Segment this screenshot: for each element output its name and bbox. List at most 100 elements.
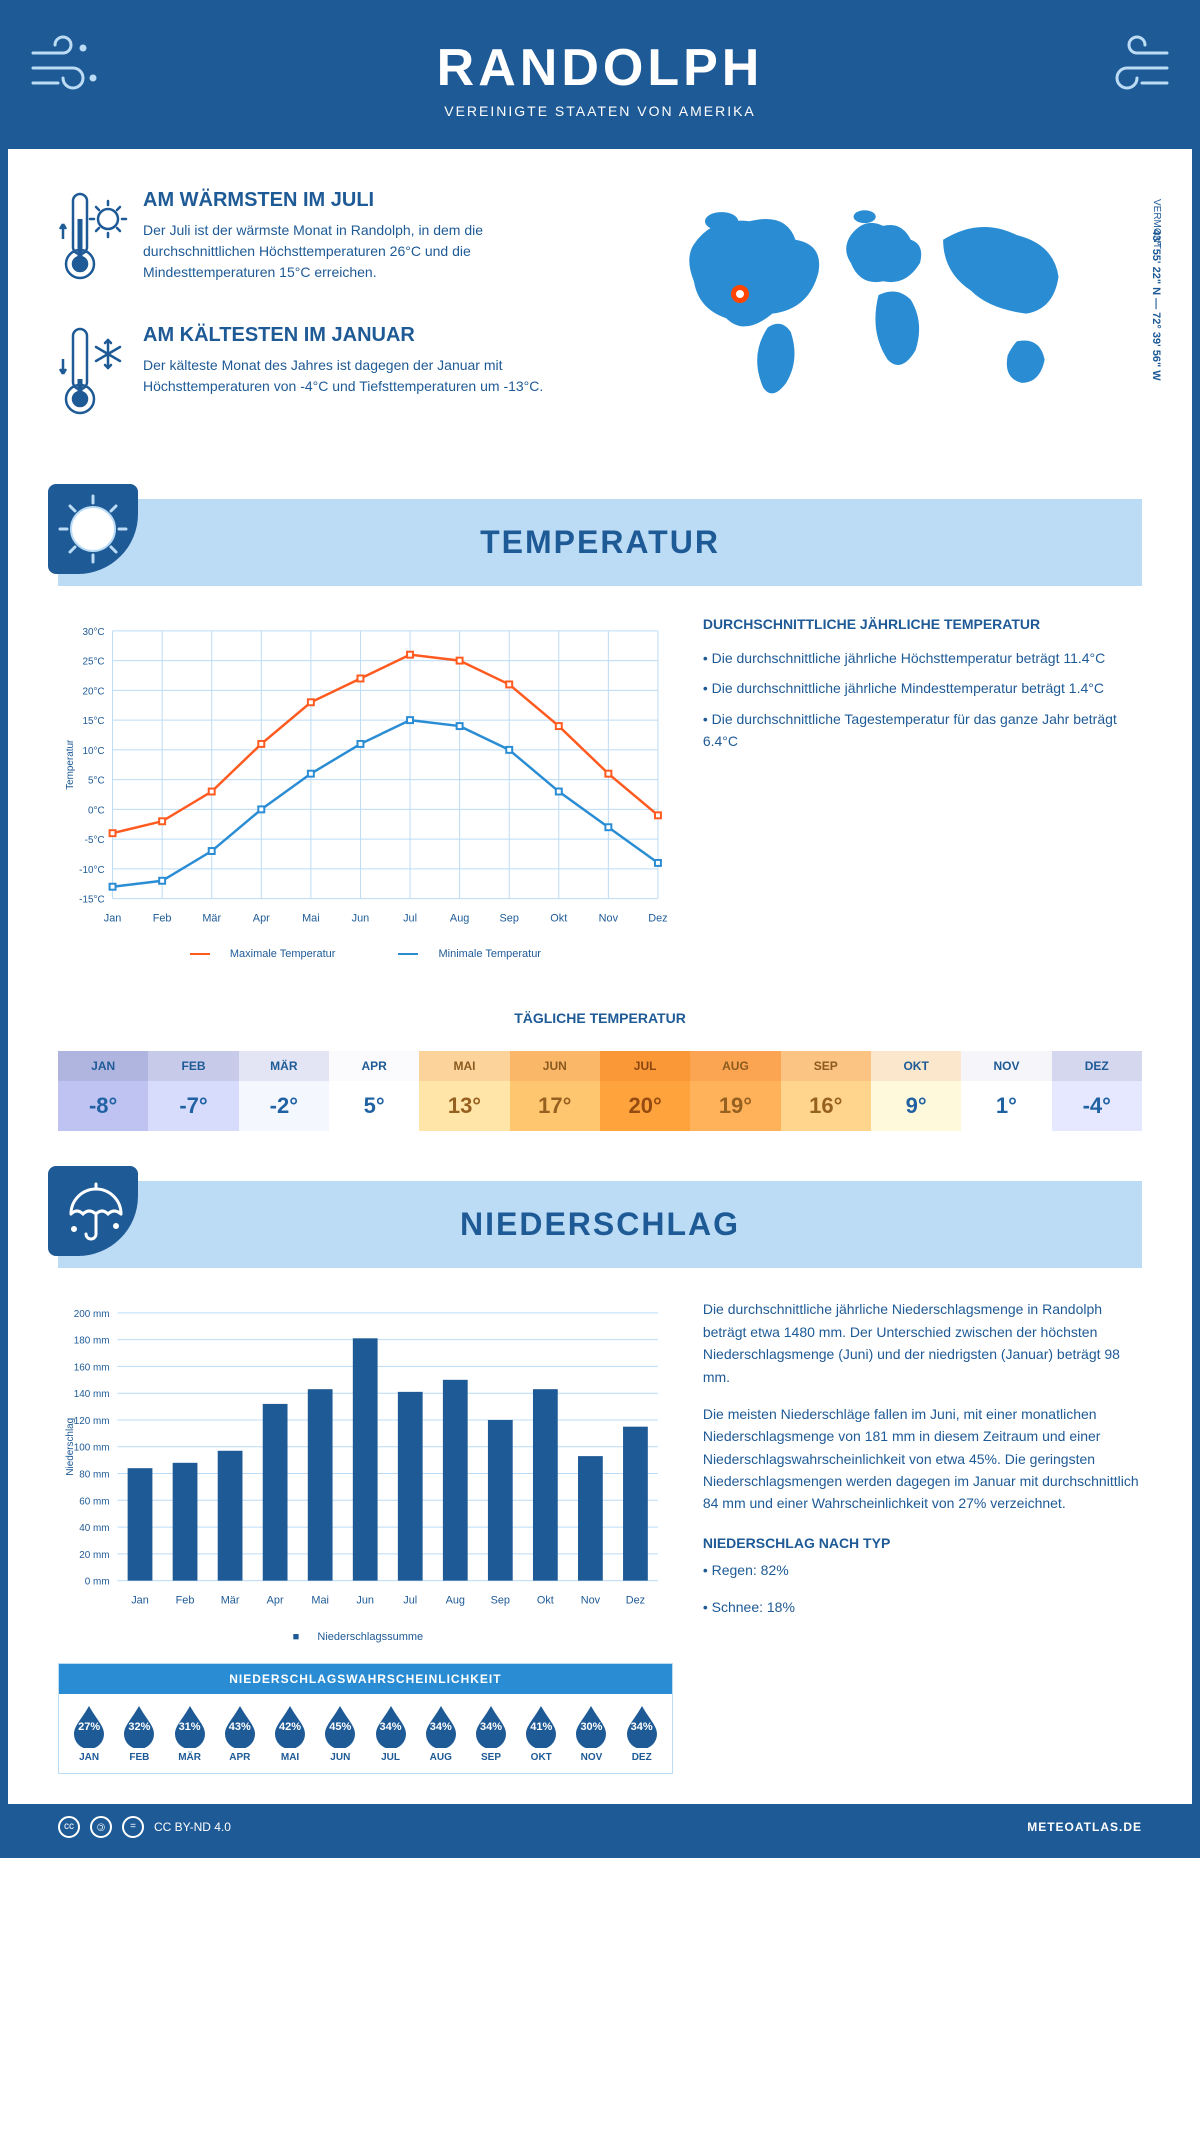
svg-text:-10°C: -10°C (79, 865, 104, 876)
section-header-temp: TEMPERATUR (58, 499, 1142, 586)
svg-text:10°C: 10°C (82, 746, 104, 757)
header: RANDOLPH VEREINIGTE STAATEN VON AMERIKA (8, 8, 1192, 149)
precipitation-summary: Die durchschnittliche jährliche Niedersc… (703, 1298, 1142, 1773)
page-title: RANDOLPH (28, 38, 1172, 98)
intro-section: AM WÄRMSTEN IM JULI Der Juli ist der wär… (8, 149, 1192, 499)
summary-bullet: • Die durchschnittliche jährliche Höchst… (703, 647, 1142, 669)
svg-text:Mär: Mär (202, 912, 221, 924)
summary-bullet: • Regen: 82% (703, 1559, 1142, 1581)
daily-temp-grid: JAN-8°FEB-7°MÄR-2°APR5°MAI13°JUN17°JUL20… (58, 1041, 1142, 1141)
daily-temp-cell: SEP16° (781, 1041, 871, 1141)
daily-temp-cell: FEB-7° (148, 1041, 238, 1141)
svg-text:120 mm: 120 mm (74, 1416, 110, 1427)
svg-text:20 mm: 20 mm (79, 1550, 109, 1561)
precipitation-chart: 0 mm20 mm40 mm60 mm80 mm100 mm120 mm140 … (58, 1298, 673, 1642)
daily-temp-cell: JUL20° (600, 1041, 690, 1141)
daily-temp-cell: OKT9° (871, 1041, 961, 1141)
svg-text:Apr: Apr (253, 912, 270, 924)
umbrella-icon (48, 1166, 138, 1256)
thermometer-cold-icon (58, 324, 128, 424)
section-title: TEMPERATUR (480, 524, 720, 560)
warmest-text: Der Juli ist der wärmste Monat in Randol… (143, 220, 585, 283)
prob-cell: 45%JUN (315, 1704, 365, 1763)
wind-icon (28, 33, 108, 93)
daily-temp-cell: MAI13° (419, 1041, 509, 1141)
svg-text:-15°C: -15°C (79, 895, 104, 906)
svg-text:Jun: Jun (352, 912, 370, 924)
prob-cell: 34%SEP (466, 1704, 516, 1763)
svg-text:0°C: 0°C (88, 805, 105, 816)
svg-text:0 mm: 0 mm (85, 1577, 110, 1588)
svg-text:Feb: Feb (176, 1595, 195, 1607)
prob-cell: 30%NOV (566, 1704, 616, 1763)
svg-text:Sep: Sep (491, 1595, 510, 1607)
svg-text:Niederschlag: Niederschlag (65, 1418, 76, 1476)
daily-temp-cell: AUG19° (690, 1041, 780, 1141)
daily-temp-cell: JAN-8° (58, 1041, 148, 1141)
svg-text:5°C: 5°C (88, 776, 105, 787)
svg-text:200 mm: 200 mm (74, 1309, 110, 1320)
coldest-text: Der kälteste Monat des Jahres ist dagege… (143, 355, 585, 397)
warmest-block: AM WÄRMSTEN IM JULI Der Juli ist der wär… (58, 189, 585, 294)
site-name: METEOATLAS.DE (1027, 1820, 1142, 1834)
svg-text:Okt: Okt (550, 912, 567, 924)
prob-cell: 31%MÄR (164, 1704, 214, 1763)
svg-text:60 mm: 60 mm (79, 1497, 109, 1508)
svg-text:25°C: 25°C (82, 657, 104, 668)
svg-text:Sep: Sep (500, 912, 519, 924)
cc-icon: cc (58, 1816, 80, 1838)
coordinates: 43° 55' 22" N — 72° 39' 56" W (1150, 229, 1162, 381)
summary-title: DURCHSCHNITTLICHE JÄHRLICHE TEMPERATUR (703, 616, 1142, 632)
svg-text:Jul: Jul (403, 912, 417, 924)
svg-text:Aug: Aug (446, 1595, 465, 1607)
svg-text:Jan: Jan (104, 912, 122, 924)
svg-text:Mär: Mär (221, 1595, 240, 1607)
prob-cell: 27%JAN (64, 1704, 114, 1763)
temperature-chart: -15°C -10°C -5°C 0°C 5°C 10°C 15°C 20°C 25°C 30°C… (58, 616, 673, 960)
svg-text:Apr: Apr (267, 1595, 284, 1607)
coldest-title: AM KÄLTESTEN IM JANUAR (143, 324, 585, 347)
daily-temp-cell: MÄR-2° (239, 1041, 329, 1141)
summary-bullet: • Die durchschnittliche jährliche Mindes… (703, 677, 1142, 699)
svg-text:Mai: Mai (311, 1595, 329, 1607)
summary-title: NIEDERSCHLAG NACH TYP (703, 1535, 1142, 1551)
sun-icon (48, 484, 138, 574)
infographic-page: RANDOLPH VEREINIGTE STAATEN VON AMERIKA (0, 0, 1200, 1858)
prob-cell: 32%FEB (114, 1704, 164, 1763)
svg-text:Jan: Jan (131, 1595, 149, 1607)
prob-cell: 43%APR (215, 1704, 265, 1763)
nd-icon: = (122, 1816, 144, 1838)
svg-text:Okt: Okt (537, 1595, 554, 1607)
wind-icon (1092, 33, 1172, 93)
svg-text:Nov: Nov (599, 912, 619, 924)
svg-text:30°C: 30°C (82, 627, 104, 638)
svg-text:Feb: Feb (153, 912, 172, 924)
coldest-block: AM KÄLTESTEN IM JANUAR Der kälteste Mona… (58, 324, 585, 429)
svg-text:180 mm: 180 mm (74, 1336, 110, 1347)
summary-text: Die meisten Niederschläge fallen im Juni… (703, 1403, 1142, 1515)
svg-text:Nov: Nov (581, 1595, 601, 1607)
daily-temp-cell: NOV1° (961, 1041, 1051, 1141)
svg-text:40 mm: 40 mm (79, 1523, 109, 1534)
svg-text:-5°C: -5°C (85, 835, 105, 846)
prob-cell: 34%JUL (365, 1704, 415, 1763)
daily-temp-cell: APR5° (329, 1041, 419, 1141)
svg-text:Aug: Aug (450, 912, 469, 924)
page-subtitle: VEREINIGTE STAATEN VON AMERIKA (28, 103, 1172, 119)
by-icon: 🄯 (90, 1816, 112, 1838)
license-text: CC BY-ND 4.0 (154, 1820, 231, 1834)
section-title: NIEDERSCHLAG (460, 1206, 740, 1242)
warmest-title: AM WÄRMSTEN IM JULI (143, 189, 585, 212)
svg-text:Temperatur: Temperatur (65, 739, 76, 790)
svg-text:20°C: 20°C (82, 686, 104, 697)
world-map (615, 189, 1142, 429)
temperature-summary: DURCHSCHNITTLICHE JÄHRLICHE TEMPERATUR •… (703, 616, 1142, 960)
svg-text:Mai: Mai (302, 912, 320, 924)
location-marker (731, 285, 749, 303)
thermometer-hot-icon (58, 189, 128, 289)
svg-text:Jul: Jul (403, 1595, 417, 1607)
daily-temp-cell: DEZ-4° (1052, 1041, 1142, 1141)
svg-text:15°C: 15°C (82, 716, 104, 727)
chart-legend: Maximale Temperatur Minimale Temperatur (58, 948, 673, 960)
svg-text:Dez: Dez (648, 912, 667, 924)
